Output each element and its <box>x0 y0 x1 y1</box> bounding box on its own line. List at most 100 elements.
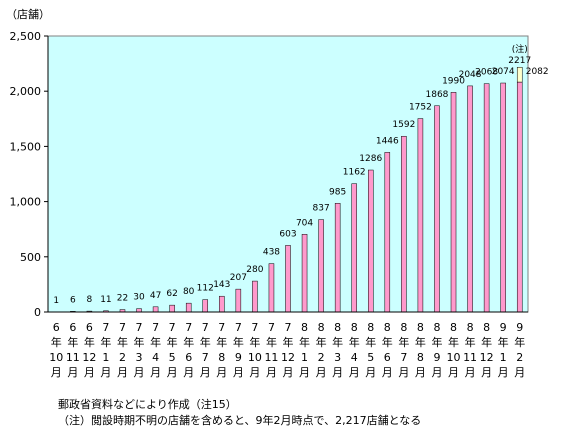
x-label-month-suffix: 月 <box>84 366 95 379</box>
x-label-month: 4 <box>152 351 159 364</box>
value-label: 1868 <box>426 90 449 100</box>
value-label: 603 <box>279 229 296 239</box>
x-label-month: 8 <box>417 351 424 364</box>
x-label-month-suffix: 月 <box>216 366 227 379</box>
value-label: 22 <box>117 294 128 304</box>
x-label-month-suffix: 月 <box>382 366 393 379</box>
bar <box>235 288 242 313</box>
x-label-month: 9 <box>235 351 242 364</box>
value-label: 47 <box>150 291 161 301</box>
x-label-month: 11 <box>66 351 80 364</box>
value-label: 837 <box>313 204 330 214</box>
x-label-year: 7 <box>102 321 109 334</box>
bar <box>417 118 424 313</box>
x-label-month: 11 <box>463 351 477 364</box>
x-axis-labels: 6年10月6年11月6年12月7年1月7年2月7年3月7年4月7年5月7年6月7… <box>49 321 525 379</box>
x-label-month-suffix: 月 <box>183 366 194 379</box>
x-label-year-suffix: 年 <box>332 335 343 349</box>
x-label-month-suffix: 月 <box>398 366 409 379</box>
x-label-month-suffix: 月 <box>100 366 111 379</box>
x-label-month: 3 <box>334 351 341 364</box>
bar <box>252 280 258 313</box>
y-axis: 0 500 1,000 1,500 2,000 2,500 <box>10 30 48 319</box>
x-label-month-suffix: 月 <box>283 366 294 379</box>
x-label-year: 8 <box>467 321 474 334</box>
x-label-month-suffix: 月 <box>316 366 327 379</box>
y-tick-label: 0 <box>34 306 41 319</box>
x-label-year: 8 <box>301 321 308 334</box>
bar <box>467 85 473 313</box>
value-label: 985 <box>329 187 346 197</box>
x-label-year-suffix: 年 <box>398 335 409 349</box>
x-label-year-suffix: 年 <box>216 335 227 349</box>
x-label-year: 7 <box>202 321 209 334</box>
bar <box>334 203 341 313</box>
x-label-year: 8 <box>483 321 490 334</box>
bar-extra <box>516 66 523 83</box>
x-label-month-suffix: 月 <box>431 366 442 379</box>
x-label-month-suffix: 月 <box>498 366 509 379</box>
x-label-month-suffix: 月 <box>117 366 128 379</box>
x-label-year-suffix: 年 <box>150 335 161 349</box>
x-label-year: 8 <box>318 321 325 334</box>
x-label-year: 9 <box>500 321 507 334</box>
x-label-year: 7 <box>185 321 192 334</box>
value-label: 1752 <box>409 103 432 113</box>
x-label-year-suffix: 年 <box>365 335 376 349</box>
x-label-month: 12 <box>480 351 494 364</box>
bar <box>384 152 391 313</box>
x-label-year: 7 <box>169 321 176 334</box>
x-label-year: 8 <box>384 321 391 334</box>
x-label-month: 10 <box>49 351 63 364</box>
x-label-year: 7 <box>119 321 126 334</box>
x-label-year: 7 <box>285 321 292 334</box>
bar <box>301 234 308 313</box>
x-label-year: 7 <box>136 321 143 334</box>
x-label-month-suffix: 月 <box>200 366 211 379</box>
x-label-month: 10 <box>248 351 262 364</box>
value-label: 62 <box>166 289 177 299</box>
value-label: 1162 <box>343 168 366 178</box>
value-label: 143 <box>213 280 230 290</box>
x-label-month-suffix: 月 <box>233 366 244 379</box>
x-label-month: 7 <box>400 351 407 364</box>
value-label: 1592 <box>392 120 415 130</box>
footnote: （注）閲設時期不明の店舗を含めると、9年2月時点で、2,217店舗となる <box>58 414 422 427</box>
y-tick-label: 500 <box>20 251 41 264</box>
x-label-year-suffix: 年 <box>134 335 145 349</box>
bar <box>483 83 490 313</box>
x-label-month: 2 <box>119 351 126 364</box>
x-label-year: 8 <box>450 321 457 334</box>
bar <box>285 245 291 313</box>
x-label-month: 10 <box>447 351 461 364</box>
x-label-year: 7 <box>152 321 159 334</box>
x-label-month: 7 <box>202 351 209 364</box>
bar <box>152 306 159 313</box>
x-label-year: 7 <box>235 321 242 334</box>
x-label-month-suffix: 月 <box>134 366 145 379</box>
x-label-year: 6 <box>69 321 76 334</box>
x-label-year-suffix: 年 <box>266 335 277 349</box>
x-label-year-suffix: 年 <box>233 335 244 349</box>
bar <box>318 219 324 313</box>
x-label-year-suffix: 年 <box>84 335 95 349</box>
bar <box>219 295 225 313</box>
x-label-year: 8 <box>334 321 341 334</box>
bar <box>401 135 407 313</box>
x-label-year-suffix: 年 <box>514 335 525 349</box>
bar <box>434 105 440 313</box>
x-label-month: 12 <box>281 351 295 364</box>
x-label-month: 1 <box>500 351 507 364</box>
x-label-month-suffix: 月 <box>448 366 459 379</box>
x-label-month-suffix: 月 <box>465 366 476 379</box>
x-label-year-suffix: 年 <box>299 335 310 349</box>
value-label: 8 <box>87 295 93 305</box>
y-tick-label: 1,000 <box>10 196 42 209</box>
x-label-year: 7 <box>268 321 275 334</box>
bar <box>500 82 506 313</box>
value-label: 30 <box>133 293 145 303</box>
source-note: 郵政省資料などにより作成（注15） <box>58 398 237 411</box>
x-label-year-suffix: 年 <box>448 335 459 349</box>
x-label-month: 1 <box>301 351 308 364</box>
